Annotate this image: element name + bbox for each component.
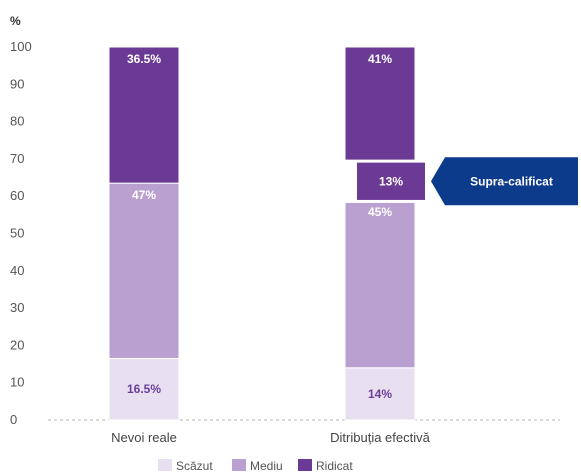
- y-tick-label: 20: [10, 337, 24, 352]
- y-tick-label: 40: [10, 263, 24, 278]
- y-tick-label: 60: [10, 188, 24, 203]
- y-axis: 0 10 20 30 40 50 60 70 80 90 100: [10, 39, 560, 427]
- y-axis-unit-label: %: [10, 14, 21, 28]
- legend-swatch: [298, 459, 312, 471]
- bar-segment: [108, 46, 180, 184]
- data-label: 47%: [132, 188, 156, 202]
- bars: [108, 46, 425, 421]
- data-label: 41%: [368, 52, 392, 66]
- callout-arrow-box: [431, 157, 578, 206]
- y-tick-label: 70: [10, 151, 24, 166]
- category-label: Ditribuția efectivă: [330, 430, 430, 445]
- legend-label: Mediu: [250, 459, 283, 473]
- legend: Scăzut Mediu Ridicat: [158, 459, 353, 473]
- bar-segment: [108, 182, 180, 359]
- legend-swatch: [232, 459, 246, 471]
- highlight-segment: [357, 162, 425, 200]
- category-labels: Nevoi reale Ditribuția efectivă: [111, 430, 431, 445]
- callout-label: Supra-calificat: [470, 174, 553, 188]
- y-tick-label: 50: [10, 226, 24, 241]
- y-tick-label: 90: [10, 76, 24, 91]
- highlight-label: 13%: [379, 174, 403, 188]
- legend-swatch: [158, 459, 172, 471]
- data-label: 14%: [368, 387, 392, 401]
- y-tick-label: 0: [10, 412, 17, 427]
- legend-label: Ridicat: [316, 459, 353, 473]
- category-label: Nevoi reale: [111, 430, 177, 445]
- y-tick-label: 80: [10, 114, 24, 129]
- bar-segment: [344, 199, 416, 369]
- bar-segment: [344, 367, 416, 421]
- y-tick-label: 100: [10, 39, 32, 54]
- y-tick-label: 10: [10, 375, 24, 390]
- data-labels: 16.5% 47% 36.5% 14% 45% 41% 13%: [127, 52, 403, 401]
- legend-label: Scăzut: [176, 459, 213, 473]
- supra-calificat-callout: Supra-calificat: [431, 157, 578, 206]
- data-label: 45%: [368, 205, 392, 219]
- data-label: 36.5%: [127, 52, 161, 66]
- y-tick-label: 30: [10, 300, 24, 315]
- data-label: 16.5%: [127, 382, 161, 396]
